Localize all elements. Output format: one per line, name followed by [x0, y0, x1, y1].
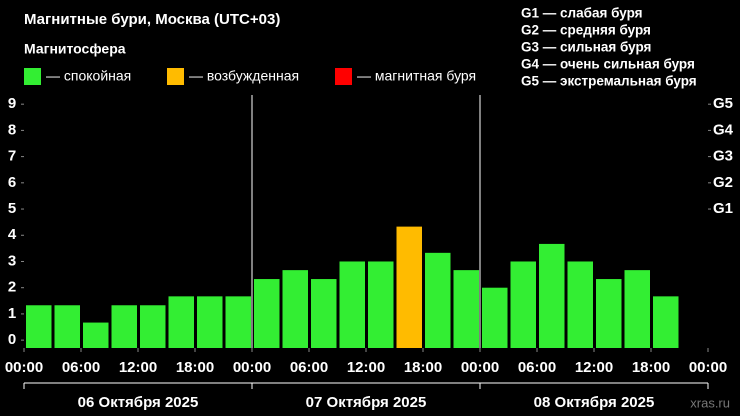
- y-tick-label: 7: [8, 148, 16, 165]
- x-tick-label: 00:00: [689, 359, 727, 376]
- y-tick-label: 8: [8, 121, 16, 138]
- x-tick-label: 00:00: [233, 359, 271, 376]
- x-tick-label: 12:00: [347, 359, 385, 376]
- bar: [140, 305, 166, 348]
- bar: [225, 296, 251, 348]
- x-tick-label: 12:00: [119, 359, 157, 376]
- y2-tick-label: G3: [713, 148, 733, 165]
- bar: [567, 261, 593, 348]
- bar: [653, 296, 679, 348]
- bar: [282, 270, 308, 348]
- x-tick-label: 18:00: [176, 359, 214, 376]
- x-tick-label: 18:00: [632, 359, 670, 376]
- g-scale-entry: G2 — средняя буря: [521, 23, 651, 38]
- bar: [197, 296, 223, 348]
- bar: [26, 305, 52, 348]
- g-scale-entry: G3 — сильная буря: [521, 40, 651, 55]
- legend-swatch: [167, 68, 184, 85]
- g-scale-entry: G1 — слабая буря: [521, 6, 643, 21]
- bar: [254, 279, 280, 348]
- x-tick-label: 00:00: [461, 359, 499, 376]
- y-tick-label: 2: [8, 279, 16, 296]
- g-scale-entry: G4 — очень сильная буря: [521, 57, 695, 72]
- day-label: 06 Октября 2025: [78, 394, 199, 411]
- legend-swatch: [335, 68, 352, 85]
- day-label: 08 Октября 2025: [534, 394, 655, 411]
- bar: [453, 270, 479, 348]
- x-tick-label: 06:00: [290, 359, 328, 376]
- bar: [83, 322, 109, 348]
- y2-tick-label: G5: [713, 95, 733, 112]
- legend-label: — магнитная буря: [357, 68, 476, 84]
- x-tick-label: 06:00: [62, 359, 100, 376]
- bar: [425, 252, 451, 348]
- x-tick-label: 12:00: [575, 359, 613, 376]
- y-tick-label: 3: [8, 252, 16, 269]
- bar: [624, 270, 650, 348]
- y2-tick-label: G1: [713, 200, 733, 217]
- bar: [396, 226, 422, 348]
- watermark: xras.ru: [690, 395, 730, 410]
- y-tick-label: 1: [8, 305, 16, 322]
- y2-tick-label: G4: [713, 121, 734, 138]
- bar: [510, 261, 536, 348]
- bar: [368, 261, 394, 348]
- y-tick-label: 6: [8, 174, 16, 191]
- bar: [168, 296, 194, 348]
- chart-title: Магнитные бури, Москва (UTC+03): [24, 11, 280, 28]
- bar: [539, 243, 565, 348]
- x-tick-label: 18:00: [404, 359, 442, 376]
- x-tick-label: 06:00: [518, 359, 556, 376]
- y2-tick-label: G2: [713, 174, 733, 191]
- y-tick-label: 0: [8, 331, 16, 348]
- legend-title: Магнитосфера: [24, 41, 126, 57]
- legend-swatch: [24, 68, 41, 85]
- legend-label: — спокойная: [46, 68, 131, 84]
- bar: [111, 305, 137, 348]
- y-tick-label: 5: [8, 200, 16, 217]
- bar: [339, 261, 365, 348]
- day-label: 07 Октября 2025: [306, 394, 427, 411]
- legend-label: — возбужденная: [189, 68, 299, 84]
- bar: [311, 279, 337, 348]
- bar: [482, 287, 508, 348]
- y-tick-label: 4: [8, 226, 17, 243]
- y-tick-label: 9: [8, 95, 16, 112]
- bar: [54, 305, 80, 348]
- bar: [596, 279, 622, 348]
- x-tick-label: 00:00: [5, 359, 43, 376]
- g-scale-entry: G5 — экстремальная буря: [521, 74, 697, 89]
